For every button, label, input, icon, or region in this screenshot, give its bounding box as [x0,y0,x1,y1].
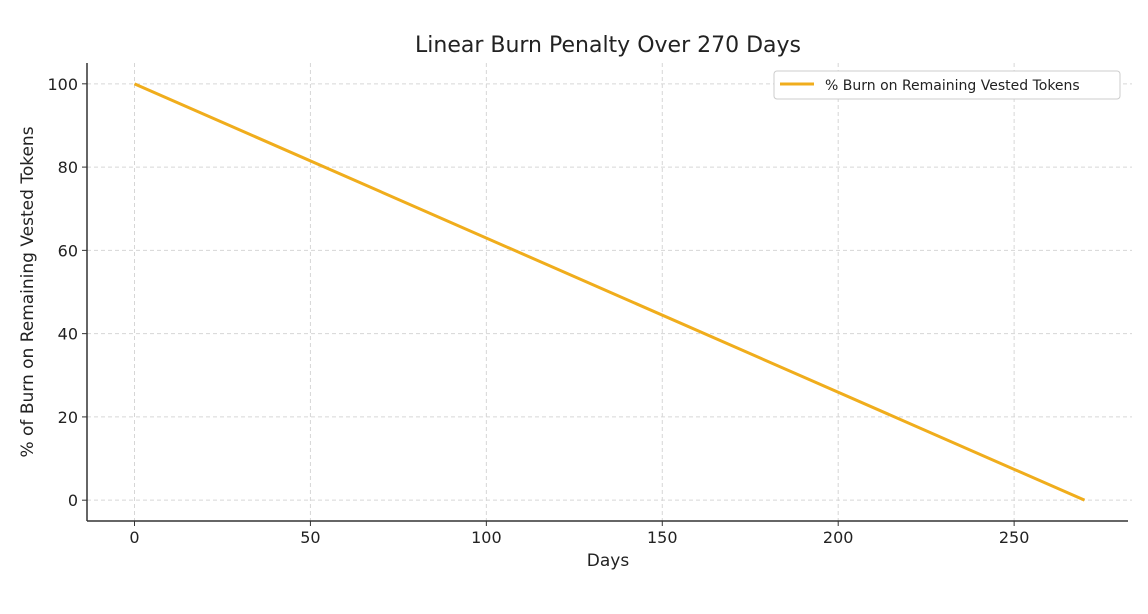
y-tick-label: 80 [58,158,78,177]
axes: 0 50 100 150 200 250 0 20 40 60 80 100 [47,63,1128,547]
x-tick-label: 100 [471,528,502,547]
x-tick-label: 50 [300,528,320,547]
x-tick-label: 150 [647,528,678,547]
y-tick-label: 20 [58,408,78,427]
y-tick-label: 60 [58,241,78,260]
legend-box [773,70,1121,100]
chart-title: Linear Burn Penalty Over 270 Days [415,33,801,58]
legend: % Burn on Remaining Vested Tokens [773,70,1121,100]
y-tick-label: 0 [68,491,78,510]
series-layer [133,82,1086,502]
x-tick-label: 200 [823,528,854,547]
x-axis-label: Days [587,551,630,571]
series-line [133,82,1086,502]
y-axis-label: % of Burn on Remaining Vested Tokens [18,126,38,457]
legend-label: % Burn on Remaining Vested Tokens [825,78,1080,94]
y-tick-label: 100 [47,75,78,94]
x-tick-label: 0 [129,528,139,547]
x-tick-label: 250 [999,528,1030,547]
y-tick-label: 40 [58,325,78,344]
